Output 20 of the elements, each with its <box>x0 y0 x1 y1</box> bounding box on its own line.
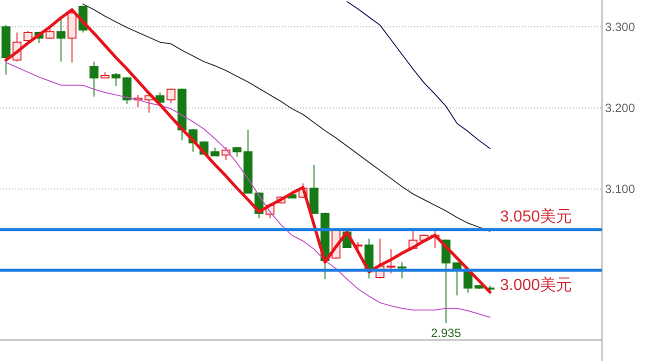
line-series <box>4 8 492 294</box>
candlestick <box>56 18 66 62</box>
annotation: 2.935 <box>430 326 462 340</box>
line-series <box>346 1 490 149</box>
candlestick <box>166 88 176 104</box>
y-tick-label: 3.100 <box>605 182 636 196</box>
ref-line-label: 3.000美元 <box>500 276 572 294</box>
line-series <box>6 62 490 318</box>
candlestick <box>24 30 32 42</box>
candlestick <box>464 270 472 294</box>
candlestick <box>386 248 396 274</box>
candlestick <box>122 76 132 104</box>
line-series <box>82 4 490 232</box>
candlestick <box>90 61 98 98</box>
ref-line-label: 3.050美元 <box>500 208 572 226</box>
candlestick <box>112 72 120 87</box>
candlestick <box>46 28 54 40</box>
candlestick <box>398 262 406 279</box>
y-tick-label: 3.300 <box>605 20 636 34</box>
y-tick-label: 3.200 <box>605 100 636 115</box>
